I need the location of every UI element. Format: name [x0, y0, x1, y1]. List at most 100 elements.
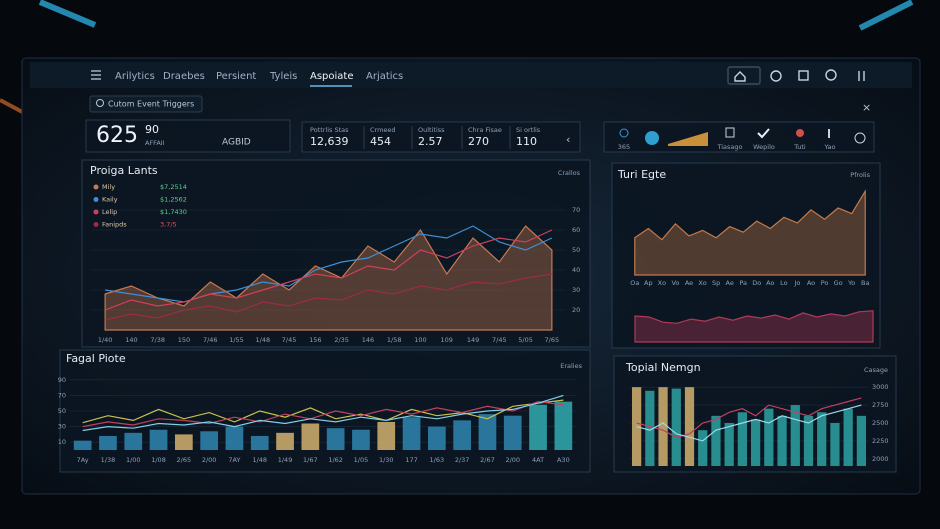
window-icon[interactable] [798, 70, 809, 81]
x-tick-label: Ao [766, 279, 774, 287]
nav-item[interactable]: Draebes [163, 71, 205, 82]
x-tick-label: 2/00 [202, 456, 217, 464]
legend-name: Mily [102, 183, 115, 191]
y-tick-label: 2500 [872, 419, 889, 427]
bar [427, 426, 446, 450]
ceiling-light [38, 0, 97, 28]
line [82, 399, 564, 424]
kpi-card [85, 119, 291, 153]
x-tick-label: 150 [178, 336, 190, 344]
bar [764, 408, 774, 466]
x-tick-label: 1/05 [354, 456, 369, 464]
bar [554, 401, 573, 450]
corner-label: Casage [864, 366, 888, 374]
x-tick-label: Ap [644, 279, 653, 287]
y-tick-label: 30 [572, 286, 580, 294]
tool-label: Tiasago [716, 143, 742, 151]
tool-icon[interactable] [725, 127, 735, 138]
line [636, 404, 862, 442]
y-tick-label: 90 [58, 376, 66, 384]
y-tick-label: 30 [58, 423, 66, 431]
x-tick-label: Xo [698, 279, 706, 287]
y-tick-label: 50 [572, 246, 580, 254]
x-tick-label: Sp [712, 279, 720, 287]
bar [149, 429, 168, 450]
stats-card [301, 121, 581, 153]
legend-name: Kaily [102, 196, 118, 204]
bar [684, 387, 695, 466]
chart-title: Fagal Piote [66, 352, 126, 365]
chart-panel: Proiga Lants Crallos 20 30 40 50 60 70 1/40 140 7/… [81, 159, 591, 348]
chat-icon[interactable] [825, 69, 837, 81]
bar [326, 428, 345, 450]
bar [301, 423, 320, 450]
x-tick-label: 2/65 [177, 456, 192, 464]
tool-label: Wepilo [753, 143, 775, 151]
home-button[interactable] [727, 66, 761, 85]
bar [276, 432, 294, 450]
stat-label: Chra Fisae [468, 126, 502, 134]
x-tick-label: Go [834, 279, 843, 287]
x-tick-label: 177 [405, 456, 417, 464]
tool-icon[interactable] [796, 129, 804, 137]
nav: Arilytics Draebes Persient Tyleis Aspoiate Ar… [115, 71, 403, 87]
bar [711, 415, 721, 466]
y-tick-label: 70 [572, 206, 580, 214]
pause-icon[interactable] [858, 71, 865, 81]
bar [737, 412, 748, 466]
x-tick-label: 146 [362, 336, 374, 344]
close-icon[interactable]: × [862, 101, 871, 114]
line [636, 397, 862, 438]
corner-label: Crallos [558, 169, 581, 177]
bar [817, 412, 827, 466]
x-tick-label: 1/48 [252, 456, 267, 464]
nav-item[interactable]: Aspoiate [310, 71, 354, 82]
legend-dot [93, 197, 99, 202]
ceiling-light [858, 0, 914, 31]
bar [250, 435, 269, 450]
x-tick-label: Ba [861, 279, 869, 287]
x-tick-label: Jo [793, 279, 800, 287]
bar [352, 429, 370, 450]
x-tick-label: 5/05 [518, 336, 533, 344]
tool-icon[interactable] [854, 132, 866, 144]
menu-icon[interactable] [91, 70, 101, 80]
line [82, 394, 564, 432]
x-tick-label: Pa [739, 279, 747, 287]
legend-dot [93, 209, 99, 215]
bar [503, 415, 522, 450]
tool-icon[interactable] [645, 131, 659, 145]
stat-value: 12,639 [310, 135, 349, 148]
x-tick-label: 7/45 [282, 336, 297, 344]
tool-icon[interactable] [757, 128, 770, 139]
chart-panel [634, 310, 874, 343]
tools: 365 Tiasago Wepilo Tuti Yao [618, 143, 836, 151]
nav-item[interactable]: Persient [216, 71, 256, 82]
bar [830, 423, 840, 466]
corner-label: Eralies [560, 362, 582, 370]
tool-icon[interactable] [619, 128, 629, 138]
chevron[interactable]: ‹ [566, 133, 570, 146]
x-tick-label: A30 [557, 456, 570, 464]
nav-icons [727, 66, 865, 85]
bar [124, 432, 143, 450]
legend-dot [93, 184, 99, 190]
y-tick-label: 40 [572, 266, 580, 274]
bar [99, 435, 117, 450]
search-box[interactable] [89, 95, 203, 113]
x-tick-label: 1/62 [328, 456, 343, 464]
bar [856, 415, 867, 466]
x-tick-label: 1/30 [379, 456, 394, 464]
bar [478, 414, 497, 450]
bar [200, 431, 219, 450]
legend-name: Fanipds [102, 221, 127, 229]
bar [803, 415, 814, 466]
refresh-icon[interactable] [770, 70, 782, 82]
x-tick-label: 149 [467, 336, 479, 344]
nav-item[interactable]: Arilytics [115, 71, 155, 82]
nav-item[interactable]: Arjatics [366, 71, 403, 82]
tool-icon[interactable] [668, 132, 708, 146]
x-tick-label: 1/08 [151, 456, 166, 464]
nav-item[interactable]: Tyleis [269, 71, 297, 82]
